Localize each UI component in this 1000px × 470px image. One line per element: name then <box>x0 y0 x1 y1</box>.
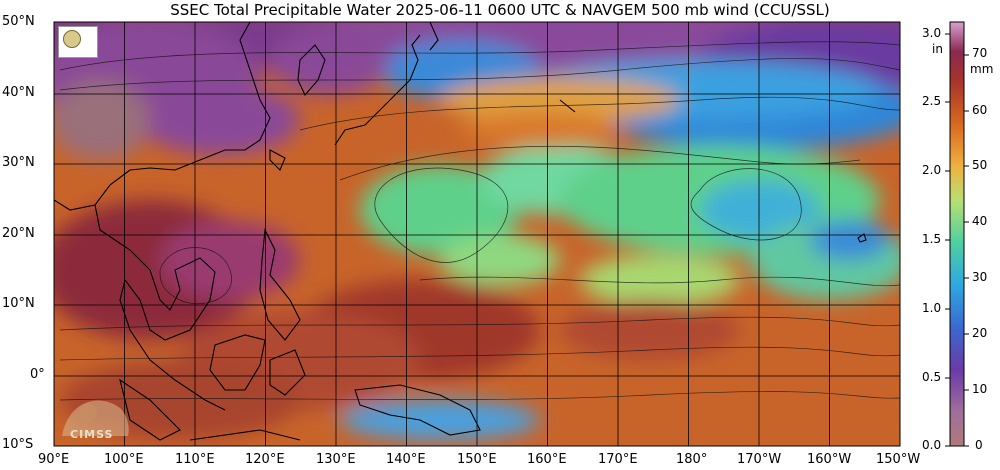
lon-label-110e: 110°E <box>175 452 215 467</box>
cb-unit-mm: mm <box>970 62 994 76</box>
lon-label-90e: 90°E <box>38 452 70 467</box>
lat-label-10s: 10°S <box>2 437 34 452</box>
lon-label-140e: 140°E <box>386 452 426 467</box>
seal-icon <box>63 30 81 48</box>
lon-label-170w: 170°W <box>737 452 782 467</box>
lon-label-150e: 150°E <box>457 452 497 467</box>
lat-label-eq: 0° <box>30 367 45 382</box>
colorbar <box>945 21 969 447</box>
cb-in-1.0: 1.0 <box>922 301 942 315</box>
lon-label-170e: 170°E <box>598 452 638 467</box>
cb-mm-40: 40 <box>972 214 988 228</box>
tpw-field <box>54 22 900 446</box>
cb-mm-20: 20 <box>972 326 988 340</box>
lon-label-120e: 120°E <box>245 452 285 467</box>
lat-label-50n: 50°N <box>2 14 35 29</box>
wind-streamlines <box>59 41 900 401</box>
lon-label-130e: 130°E <box>316 452 356 467</box>
cb-in-3.0: 3.0 <box>922 26 942 40</box>
cb-mm-60: 60 <box>972 103 988 117</box>
cb-mm-10: 10 <box>972 382 988 396</box>
cb-in-2.0: 2.0 <box>922 163 942 177</box>
cb-mm-30: 30 <box>972 270 988 284</box>
lon-label-160w: 160°W <box>807 452 852 467</box>
cb-in-2.5: 2.5 <box>922 94 942 108</box>
cimss-label: CIMSS <box>70 428 114 441</box>
lon-label-160e: 160°E <box>527 452 567 467</box>
lat-label-30n: 30°N <box>2 155 35 170</box>
cb-mm-70: 70 <box>972 46 988 60</box>
lon-label-150w: 150°W <box>876 452 921 467</box>
coastlines <box>54 22 867 441</box>
cb-in-0.5: 0.5 <box>922 370 942 384</box>
lon-label-180: 180° <box>676 452 708 467</box>
cb-mm-50: 50 <box>972 158 988 172</box>
ssec-logo <box>58 26 98 58</box>
lon-label-100e: 100°E <box>104 452 144 467</box>
cb-in-1.5: 1.5 <box>922 232 942 246</box>
lat-label-40n: 40°N <box>2 85 35 100</box>
graticule <box>53 21 901 447</box>
cb-in-0.0: 0.0 <box>922 438 942 452</box>
map-title: SSEC Total Precipitable Water 2025-06-11… <box>170 1 830 19</box>
cb-unit-in: in <box>932 42 943 56</box>
cb-mm-0: 0 <box>975 438 983 452</box>
lat-label-20n: 20°N <box>2 226 35 241</box>
lat-label-10n: 10°N <box>2 296 35 311</box>
cimss-logo <box>62 400 129 436</box>
